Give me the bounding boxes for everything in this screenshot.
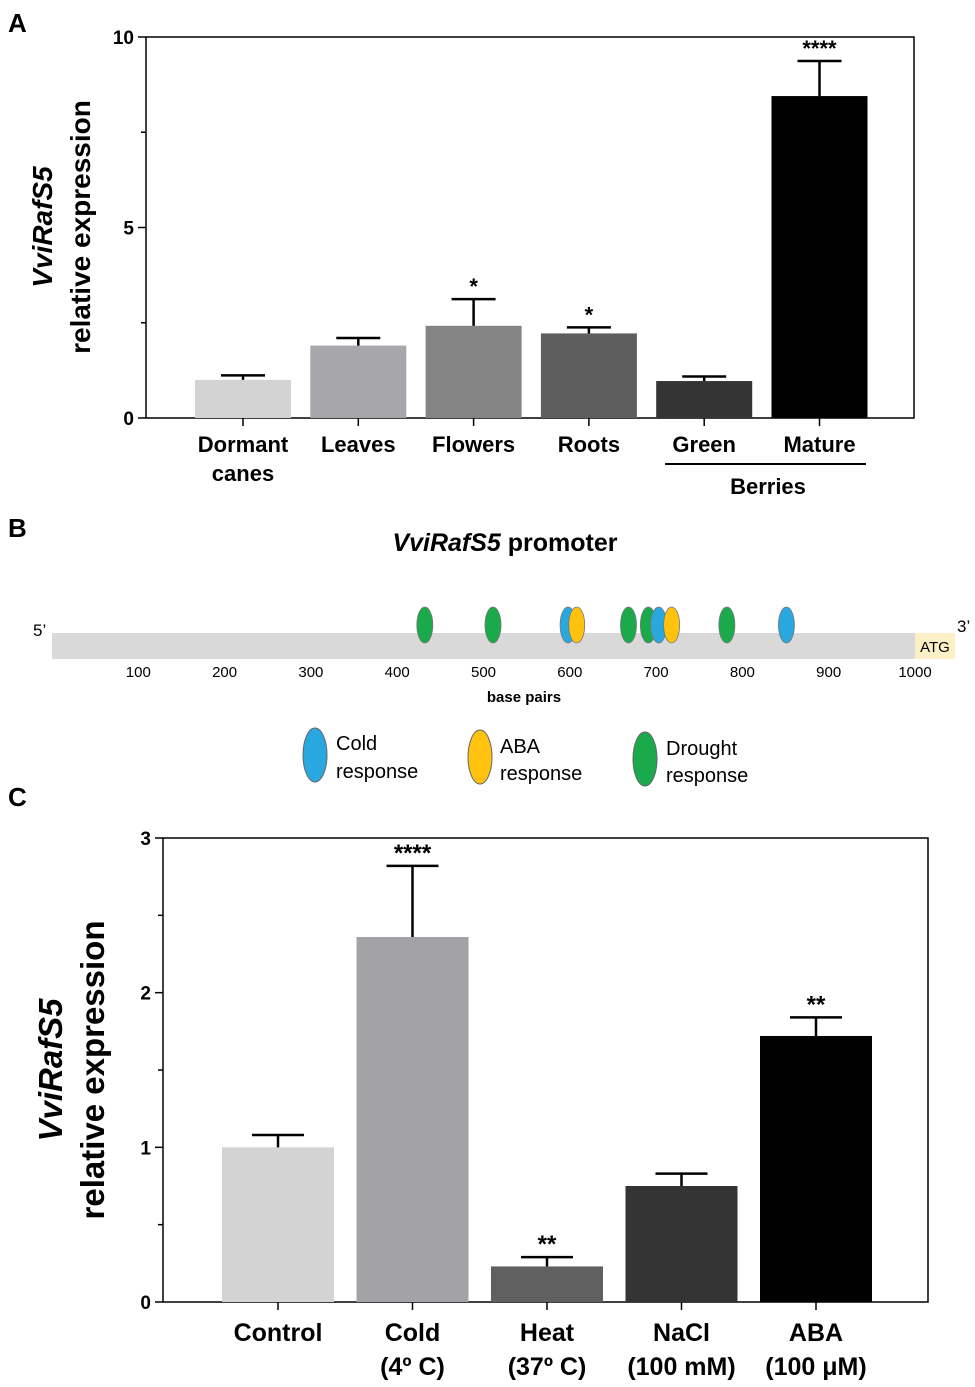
bp-tick-label: 200 [212, 664, 237, 681]
promoter-element-drought [620, 606, 637, 644]
base-pairs-label: base pairs [487, 689, 561, 706]
a-sig-roots: * [585, 302, 594, 327]
panel-c-chart: 0 1 2 3 Control **** Cold (4º C) ** Heat (37º C) Na… [32, 829, 929, 1381]
legend-cold-swatch [302, 727, 328, 783]
c-label-control: Control [234, 1319, 323, 1347]
a-sig-mature-berries: **** [802, 36, 837, 61]
atg-label: ATG [920, 639, 950, 656]
c-ytick-label: 3 [140, 829, 151, 850]
promoter-element-drought [718, 606, 736, 644]
c-ytick-label: 0 [140, 1293, 151, 1314]
c-label-heat: Heat [520, 1319, 575, 1347]
panel-a-letter: A [8, 8, 27, 38]
c-sig-heat: ** [538, 1231, 557, 1258]
bp-tick-label: 700 [644, 664, 669, 681]
c-bar-cold [356, 936, 469, 1302]
panel-c-ylabel-gene: VviRafS5 [32, 998, 69, 1142]
bp-tick-label: 500 [471, 664, 496, 681]
legend-aba-swatch [467, 729, 493, 785]
promoter-element-drought [484, 606, 502, 644]
c-label-nacl: NaCl [653, 1319, 710, 1347]
c-ytick-label: 2 [140, 984, 151, 1005]
promoter-element-aba [663, 606, 681, 644]
panel-c-letter: C [8, 782, 27, 812]
c-label2-aba: (100 μM) [765, 1353, 866, 1381]
promoter-element-cold [778, 606, 795, 644]
a-label-green-berries: Green [672, 432, 736, 457]
a-bar-dormant-canes [195, 379, 291, 418]
a-bar-green-berries [656, 381, 753, 418]
c-label2-cold: (4º C) [380, 1353, 445, 1381]
berries-group-label: Berries [730, 474, 806, 499]
a-label-mature-berries: Mature [783, 432, 855, 457]
promoter-title: VviRafS5 promoter [392, 529, 617, 557]
five-prime-label: 5’ [33, 621, 46, 640]
c-label2-heat: (37º C) [508, 1353, 587, 1381]
panel-a-ylabel-gene: VviRafS5 [27, 166, 58, 288]
legend-cold-line1: Cold [336, 733, 377, 755]
legend-aba-line1: ABA [500, 736, 541, 758]
panel-c-ylabel: relative expression [74, 921, 111, 1220]
bp-tick-label: 400 [385, 664, 410, 681]
a-label-leaves: Leaves [321, 432, 396, 457]
bp-tick-label: 900 [816, 664, 841, 681]
a-bar-flowers [425, 325, 522, 418]
a-label-flowers: Flowers [432, 432, 515, 457]
bp-tick-label: 300 [298, 664, 323, 681]
legend-drought-line2: response [666, 765, 748, 787]
legend-aba-line2: response [500, 763, 582, 785]
three-prime-label: 3’ [957, 617, 970, 636]
bp-tick-label: 1000 [898, 664, 931, 681]
bp-tick-label: 600 [557, 664, 582, 681]
legend: Cold response ABA response Drought respo… [302, 727, 748, 787]
a-bar-roots [540, 333, 637, 418]
panel-a-chart: 0 5 10 Dormant canes Leaves * Flowers * Roots Gree… [27, 28, 915, 499]
c-sig-aba: ** [807, 991, 826, 1018]
c-label-cold: Cold [385, 1319, 441, 1347]
c-label2-nacl: (100 mM) [627, 1353, 735, 1381]
legend-cold-line2: response [336, 761, 418, 783]
a-label2-dormant-canes: canes [212, 461, 274, 486]
c-ytick-label: 1 [140, 1138, 151, 1159]
panel-a-ylabel: relative expression [65, 100, 96, 354]
a-bar-leaves [310, 345, 407, 418]
c-label-aba: ABA [789, 1319, 843, 1347]
c-bar-heat [491, 1266, 603, 1302]
a-sig-flowers: * [469, 274, 478, 299]
c-bar-aba [760, 1035, 872, 1302]
legend-drought-line1: Drought [666, 738, 738, 760]
a-bar-mature-berries [771, 96, 868, 419]
bp-tick-label: 800 [730, 664, 755, 681]
a-ytick-label: 10 [113, 28, 134, 49]
promoter-element-aba [568, 606, 586, 644]
promoter-element-drought [416, 606, 434, 644]
c-sig-cold: **** [394, 840, 432, 867]
c-bar-nacl [625, 1186, 738, 1302]
panel-b-promoter-map: VviRafS5 promoter ATG 5’ 3’ 100 200 300 400… [33, 529, 970, 787]
atg-box [915, 633, 955, 659]
legend-drought-swatch [632, 731, 658, 787]
a-ytick-label: 5 [123, 219, 134, 240]
panel-b-letter: B [8, 513, 27, 543]
promoter-bar [52, 633, 915, 659]
bp-tick-label: 100 [126, 664, 151, 681]
a-label-dormant-canes: Dormant [198, 432, 289, 457]
a-ytick-label: 0 [123, 409, 134, 430]
a-label-roots: Roots [558, 432, 620, 457]
c-bar-control [222, 1147, 334, 1302]
